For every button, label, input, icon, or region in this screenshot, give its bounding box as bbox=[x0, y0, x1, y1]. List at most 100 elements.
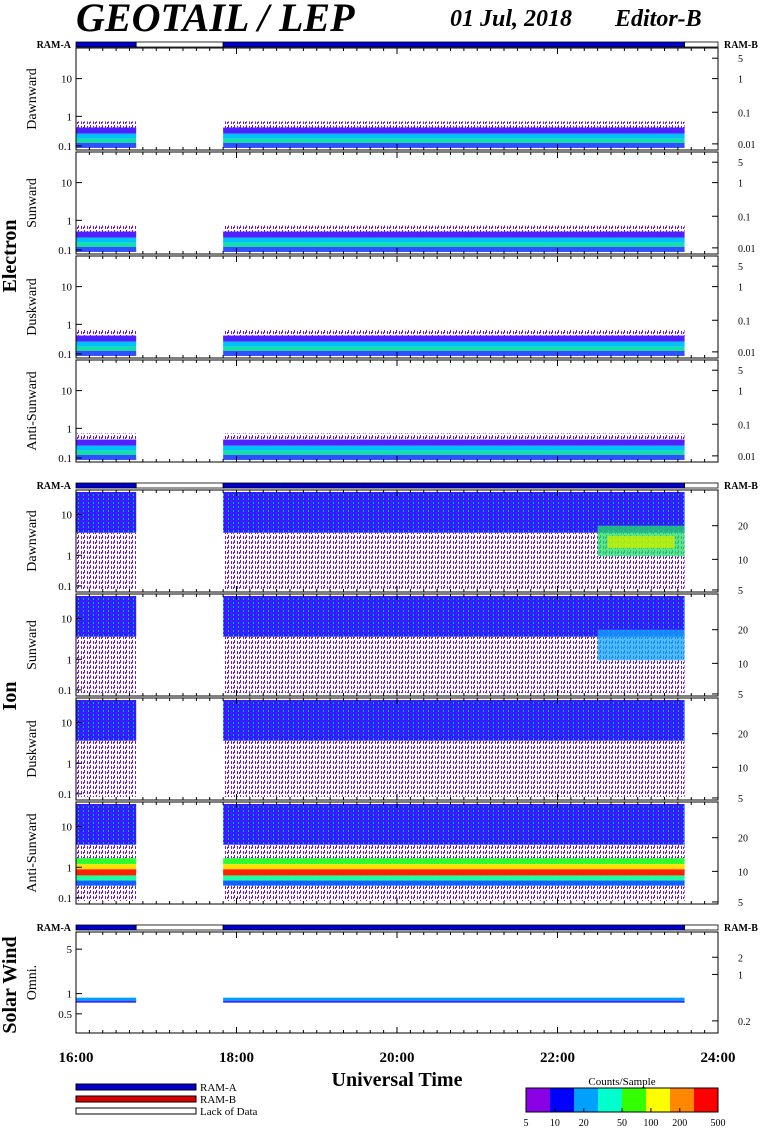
spectrum-band bbox=[76, 858, 137, 865]
right-tick-label: 20 bbox=[738, 626, 748, 637]
right-tick-label: 1 bbox=[738, 970, 743, 981]
right-tick-label: 1 bbox=[738, 179, 743, 190]
spectrum-band bbox=[76, 445, 137, 451]
right-tick-label: 10 bbox=[738, 763, 748, 774]
spectrum-upper bbox=[76, 492, 137, 533]
colorbar: Counts/Sample 5 10 20 50 100 200 500 bbox=[524, 1076, 726, 1128]
spectrum-band bbox=[223, 875, 685, 881]
legend-label: RAM-B bbox=[200, 1094, 236, 1106]
spectrum-band bbox=[223, 127, 685, 134]
y-tick-label: 10 bbox=[61, 821, 73, 833]
panel-duskward: Duskward 10 1 0.1 5 1 0.1 0.01 bbox=[25, 255, 756, 361]
spectrum-band bbox=[76, 138, 137, 143]
spectrum-upper bbox=[223, 804, 685, 845]
ram-right-label: RAM-B bbox=[724, 40, 758, 51]
colorbar-segment bbox=[574, 1088, 599, 1112]
colorbar-segment bbox=[526, 1088, 551, 1112]
right-tick-label: 0.01 bbox=[738, 348, 756, 359]
right-tick-label: 0.1 bbox=[738, 108, 751, 119]
panel-label: Duskward bbox=[25, 720, 40, 778]
right-tick-label: 0.2 bbox=[738, 1017, 751, 1028]
spectrum-band bbox=[223, 341, 685, 347]
spectrum-band bbox=[76, 439, 137, 446]
y-tick-label: 1 bbox=[67, 758, 73, 770]
right-tick-label: 0.1 bbox=[738, 420, 751, 431]
y-tick-label: 1 bbox=[67, 989, 73, 1001]
colorbar-tick-label: 20 bbox=[579, 1118, 589, 1128]
coverage-segment bbox=[135, 924, 224, 931]
spectrum-band bbox=[76, 346, 137, 351]
spectrum-band bbox=[76, 450, 137, 455]
colorbar-tick-label: 100 bbox=[643, 1118, 658, 1128]
spectrum-band bbox=[223, 246, 685, 252]
y-tick-label: 1 bbox=[67, 654, 73, 666]
y-tick-label: 0.1 bbox=[58, 893, 72, 905]
y-tick-label: 1 bbox=[67, 862, 73, 874]
colorbar-tick-label: 200 bbox=[672, 1118, 687, 1128]
right-tick-label: 0.1 bbox=[738, 316, 751, 327]
time-axis: 16:00 18:00 20:00 22:00 24:00 bbox=[59, 1050, 736, 1066]
right-tick-label: 2 bbox=[738, 953, 743, 964]
y-tick-label: 1 bbox=[67, 423, 73, 435]
figure-title: GEOTAIL / LEP bbox=[76, 0, 355, 40]
y-tick-label: 1 bbox=[67, 550, 73, 562]
legend-swatch bbox=[75, 1095, 197, 1103]
spectrum-band bbox=[223, 450, 685, 455]
right-tick-label: 5 bbox=[738, 54, 743, 65]
spectrum-band bbox=[223, 142, 685, 148]
legend-label: RAM-A bbox=[200, 1082, 237, 1094]
spectrum-band bbox=[223, 1000, 685, 1003]
y-tick-label: 10 bbox=[61, 74, 73, 86]
ram-left-label: RAM-A bbox=[37, 923, 72, 934]
spectrum-band bbox=[223, 869, 685, 876]
y-tick-label: 0.1 bbox=[58, 581, 72, 593]
right-tick-label: 1 bbox=[738, 283, 743, 294]
y-tick-label: 0.1 bbox=[58, 141, 72, 153]
panel-omni-: Omni. 5 1 0.5 2 1 0.2 bbox=[25, 931, 751, 1034]
panel-sunward: Sunward 10 1 0.1 20 10 5 bbox=[25, 593, 748, 701]
spectrum-band bbox=[76, 231, 137, 238]
coverage-segment bbox=[135, 482, 224, 489]
spectrum-band bbox=[223, 350, 685, 356]
legend-swatch bbox=[75, 1083, 197, 1091]
spectrum-band bbox=[76, 127, 137, 134]
panel-label: Sunward bbox=[25, 178, 40, 228]
colorbar-segment bbox=[694, 1088, 719, 1112]
y-tick-label: 10 bbox=[61, 509, 73, 521]
spectrum-upper bbox=[76, 804, 137, 845]
coverage-segment bbox=[222, 924, 685, 931]
coverage-segment bbox=[222, 41, 685, 48]
x-tick-label: 24:00 bbox=[701, 1050, 736, 1066]
group-label: Ion bbox=[0, 682, 21, 711]
spectrum-band bbox=[76, 880, 137, 886]
y-tick-label: 5 bbox=[67, 944, 73, 956]
right-tick-label: 5 bbox=[738, 262, 743, 273]
spectrum-band bbox=[76, 335, 137, 342]
spectrum-band bbox=[223, 454, 685, 460]
y-tick-label: 0.1 bbox=[58, 789, 72, 801]
y-tick-label: 1 bbox=[67, 319, 73, 331]
panel-groups: RAM-A RAM-B Electron Dawnward 10 1 0.1 5 1 0.1 0.0… bbox=[0, 40, 758, 1034]
right-tick-label: 0.1 bbox=[738, 212, 751, 223]
spectrum-band bbox=[76, 869, 137, 876]
y-tick-label: 1 bbox=[67, 215, 73, 227]
x-tick-label: 20:00 bbox=[380, 1050, 415, 1066]
coverage-segment bbox=[222, 482, 685, 489]
panel-label: Omni. bbox=[25, 965, 40, 1000]
spectrum-band bbox=[76, 997, 137, 1001]
right-tick-label: 10 bbox=[738, 867, 748, 878]
x-tick-label: 18:00 bbox=[219, 1050, 254, 1066]
right-tick-label: 5 bbox=[738, 794, 743, 805]
spectrum-lower bbox=[223, 740, 685, 797]
ram-left-label: RAM-A bbox=[37, 481, 72, 492]
spectrum-band bbox=[223, 439, 685, 446]
panel-duskward: Duskward 10 1 0.1 20 10 5 bbox=[25, 697, 748, 805]
spectrum-lower bbox=[76, 740, 137, 797]
right-tick-label: 1 bbox=[738, 387, 743, 398]
spectrum-upper bbox=[76, 596, 137, 637]
right-tick-label: 10 bbox=[738, 659, 748, 670]
colorbar-tick-label: 50 bbox=[617, 1118, 627, 1128]
panel-label: Duskward bbox=[25, 278, 40, 336]
y-tick-label: 0.1 bbox=[58, 685, 72, 697]
